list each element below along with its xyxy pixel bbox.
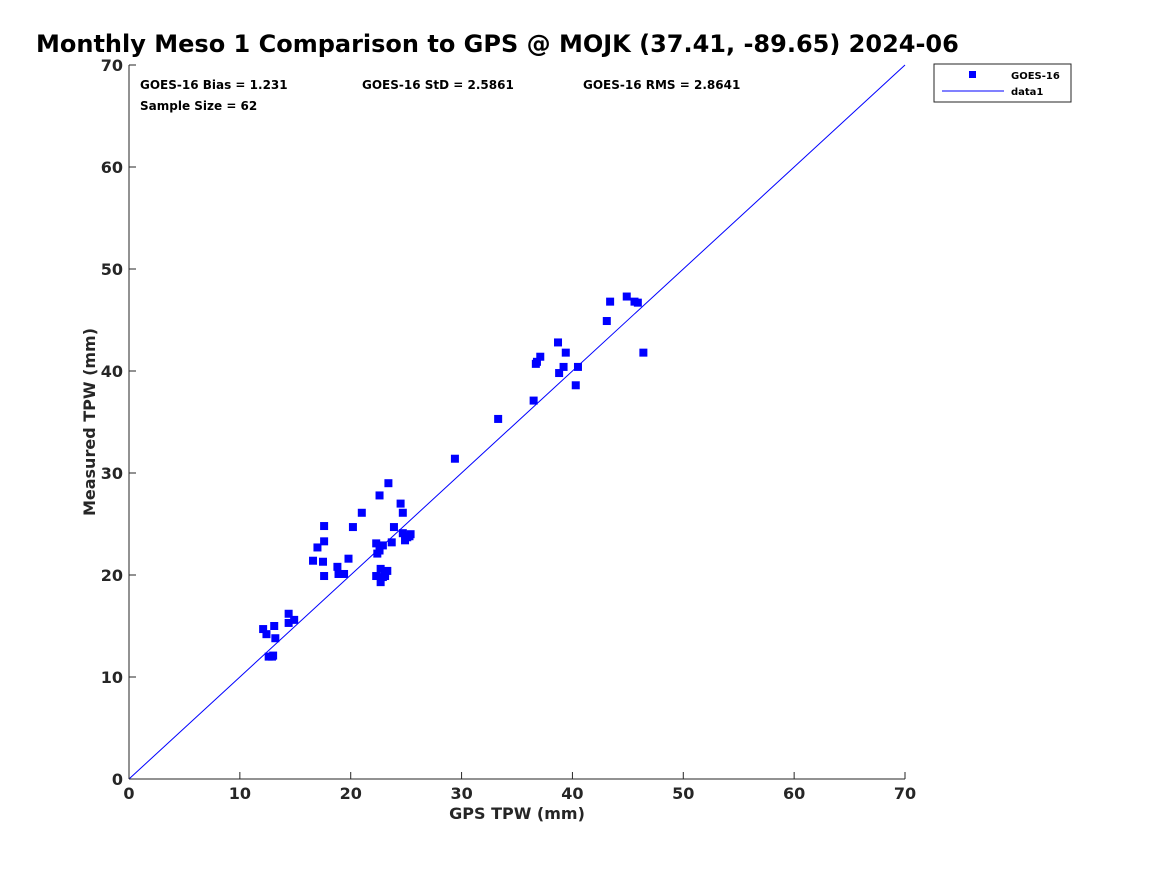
data-point — [376, 578, 385, 587]
data-point — [494, 414, 503, 423]
sample-size-annotation: Sample Size = 62 — [140, 99, 257, 113]
data-point — [259, 625, 268, 634]
plot-area — [128, 64, 906, 780]
data-point — [602, 317, 611, 326]
x-tick-label: 10 — [229, 784, 251, 803]
data-point — [554, 338, 563, 347]
y-tick-label: 20 — [101, 566, 123, 585]
bias-annotation: GOES-16 Bias = 1.231 — [140, 78, 288, 92]
x-axis-label: GPS TPW (mm) — [449, 804, 585, 823]
data-point — [555, 369, 564, 378]
data-point — [383, 566, 392, 575]
y-tick-label: 60 — [101, 158, 123, 177]
data-point — [284, 618, 293, 627]
y-tick-label: 50 — [101, 260, 123, 279]
data-point — [396, 499, 405, 508]
legend-marker-goes16 — [969, 71, 976, 78]
data-point — [532, 357, 541, 366]
x-tick-label: 50 — [672, 784, 694, 803]
data-point — [559, 362, 568, 371]
data-point — [387, 538, 396, 547]
data-point — [270, 622, 279, 630]
data-point — [334, 569, 343, 578]
x-tick-label: 30 — [450, 784, 472, 803]
legend-label-data1: data1 — [1011, 87, 1043, 98]
data-point — [340, 569, 349, 578]
std-annotation: GOES-16 StD = 2.5861 — [362, 78, 514, 92]
data-point — [375, 546, 384, 555]
chart-title: Monthly Meso 1 Comparison to GPS @ MOJK … — [36, 30, 959, 58]
data-point — [406, 530, 415, 539]
data-point — [398, 529, 407, 538]
data-point — [284, 609, 293, 618]
legend: GOES-16 data1 — [933, 63, 1072, 103]
data-point — [348, 523, 357, 532]
data-point — [389, 523, 398, 532]
data-point — [319, 557, 327, 566]
data-point — [313, 543, 322, 552]
y-tick-label: 70 — [101, 56, 123, 75]
data-point — [344, 554, 353, 563]
legend-label-goes16: GOES-16 — [1011, 71, 1060, 82]
one-to-one-line — [128, 64, 906, 780]
data-point — [639, 348, 648, 357]
data-point — [320, 537, 329, 546]
data-point — [262, 630, 271, 639]
x-tick-label: 40 — [561, 784, 583, 803]
data-point — [290, 615, 299, 624]
data-point — [376, 564, 385, 573]
data-point — [375, 491, 384, 500]
data-point — [606, 297, 615, 306]
data-point — [573, 362, 582, 371]
data-point — [372, 572, 381, 581]
x-tick-label: 60 — [783, 784, 805, 803]
data-point — [309, 556, 318, 565]
data-point — [561, 348, 570, 357]
data-point — [333, 562, 342, 571]
legend-box — [933, 63, 1072, 103]
data-point — [633, 298, 642, 307]
data-point — [320, 522, 329, 531]
data-point — [378, 541, 387, 550]
data-point — [372, 539, 381, 548]
data-point — [381, 572, 390, 581]
data-point — [398, 508, 407, 517]
y-tick-label: 40 — [101, 362, 123, 381]
y-tick-label: 0 — [112, 770, 123, 789]
data-point — [622, 292, 631, 301]
data-point — [536, 352, 545, 361]
x-tick-label: 20 — [340, 784, 362, 803]
stats-annotations: GOES-16 Bias = 1.231 GOES-16 StD = 2.586… — [140, 78, 740, 113]
data-point — [529, 396, 538, 405]
data-point — [357, 508, 366, 517]
rms-annotation: GOES-16 RMS = 2.8641 — [583, 78, 740, 92]
y-axis-label: Measured TPW (mm) — [80, 328, 99, 516]
data-point — [269, 651, 278, 660]
y-tick-label: 10 — [101, 668, 123, 687]
y-axis: 0 10 20 30 40 50 60 70 — [101, 56, 136, 789]
data-point — [571, 381, 580, 390]
data-point — [271, 634, 280, 643]
y-tick-label: 30 — [101, 464, 123, 483]
x-tick-label: 0 — [123, 784, 134, 803]
data-point — [450, 454, 459, 463]
x-axis: 0 10 20 30 40 50 60 70 — [123, 772, 916, 803]
x-tick-label: 70 — [894, 784, 916, 803]
data-point — [320, 572, 329, 581]
data-point — [384, 479, 393, 488]
